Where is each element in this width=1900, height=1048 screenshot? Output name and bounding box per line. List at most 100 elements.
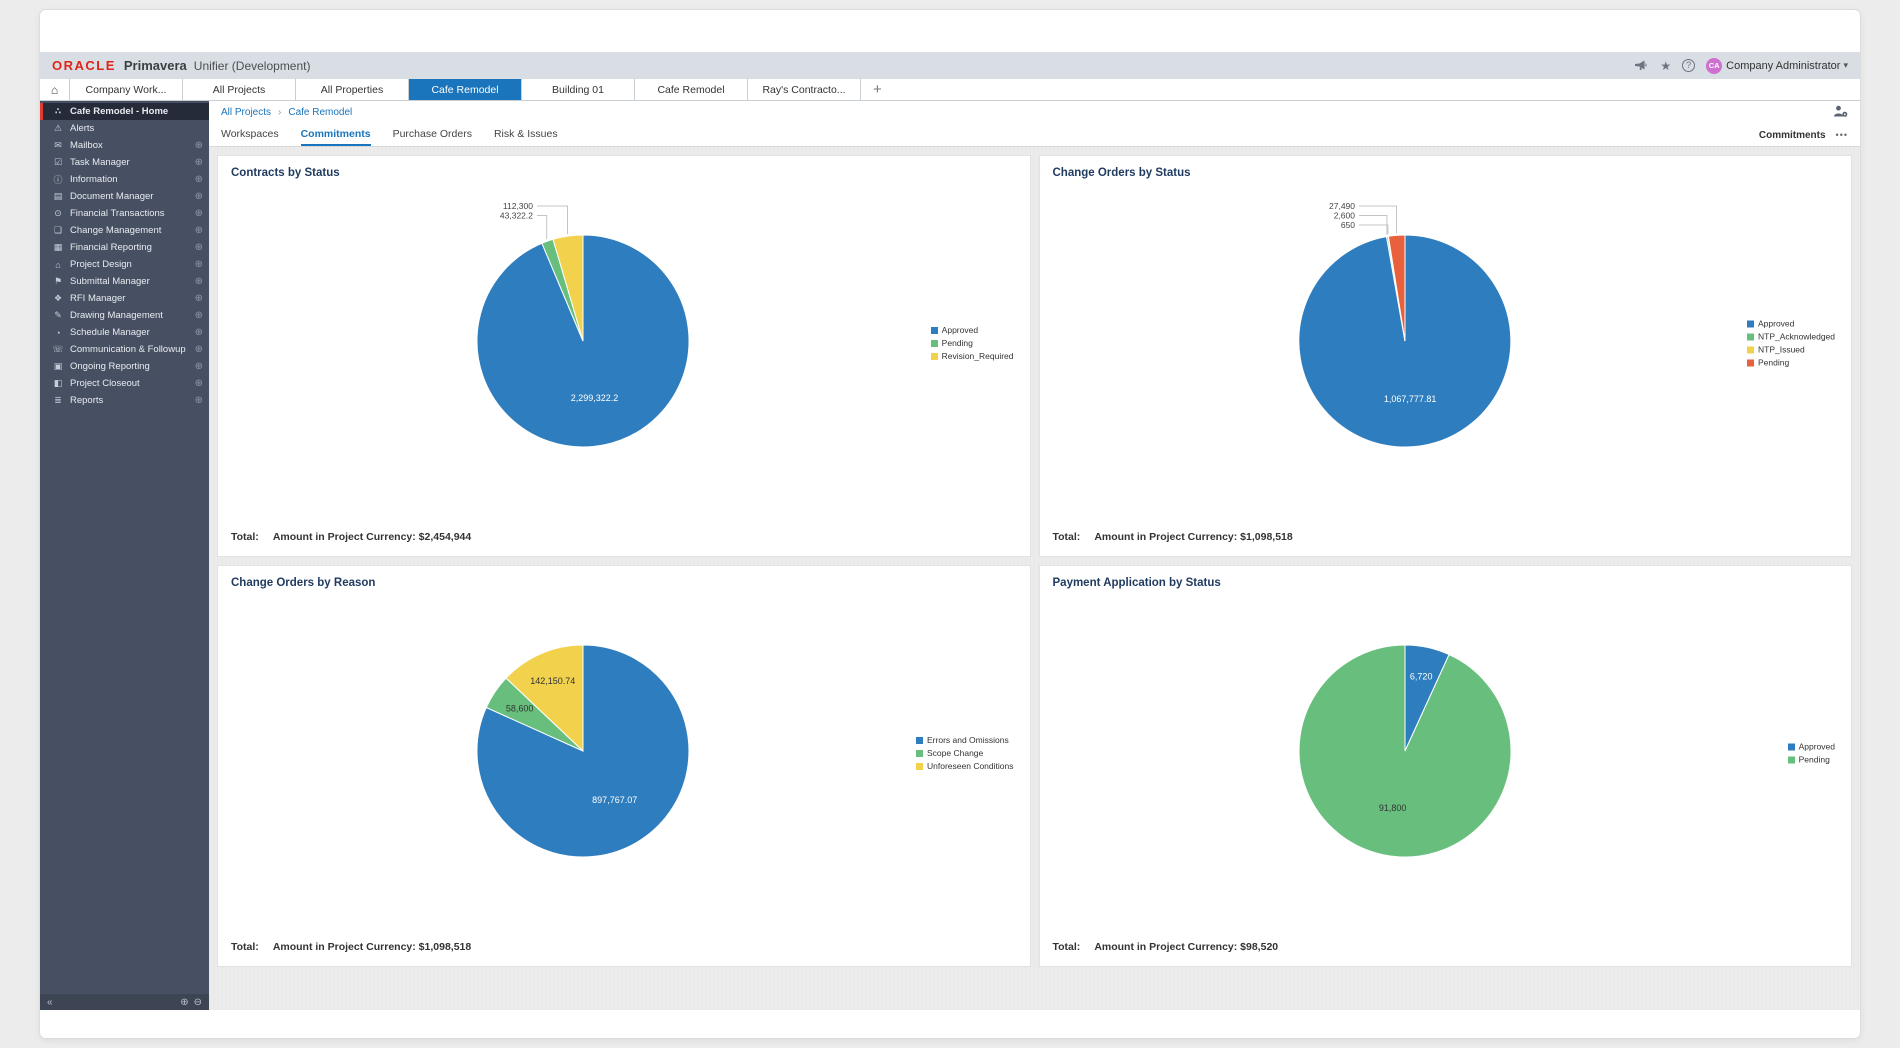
sidebar-item-task-manager[interactable]: ☑ Task Manager ⊕ [40,154,209,171]
help-icon[interactable]: ? [1682,59,1696,72]
expand-node-icon[interactable]: ⊕ [194,140,203,151]
expand-node-icon[interactable]: ⊕ [194,327,203,338]
expand-node-icon[interactable]: ⊕ [194,174,203,185]
expand-node-icon[interactable]: ⊕ [194,378,203,389]
sidebar-item-label: Task Manager [70,157,130,168]
sidebar-item-change-management[interactable]: ❏ Change Management ⊕ [40,222,209,239]
legend-item-errors-and-omissions: Errors and Omissions [916,735,1013,745]
slice-value-label: 91,800 [1378,803,1406,813]
expand-node-icon[interactable]: ⊕ [194,361,203,372]
breadcrumb-all-projects[interactable]: All Projects [221,107,272,118]
legend-item-approved: Approved [930,325,1014,335]
expand-all-icon[interactable]: ⊕ [180,996,189,1008]
legend-item-ntp-acknowledged: NTP_Acknowledged [1746,332,1835,342]
sidebar-item-label: Submittal Manager [70,276,150,287]
sidebar-item-project-closeout[interactable]: ◧ Project Closeout ⊕ [40,375,209,392]
home-tab-icon[interactable]: ⌂ [40,79,70,100]
callout-leader-line [1358,205,1397,234]
pie-slice-pending[interactable] [1298,644,1512,858]
sidebar-item-reports[interactable]: ≣ Reports ⊕ [40,392,209,409]
user-menu[interactable]: CA Company Administrator ▾ [1706,57,1848,74]
pie-slice-revision-required[interactable] [552,234,584,342]
sidebar-item-label: Alerts [70,123,95,134]
callout-leader-line [1358,224,1388,235]
sidebar-item-mailbox[interactable]: ✉ Mailbox ⊕ [40,137,209,154]
callout-leader-line [537,205,568,235]
sidebar-item-submittal-manager[interactable]: ⚑ Submittal Manager ⊕ [40,273,209,290]
sidebar-item-alerts[interactable]: ⚠ Alerts [40,120,209,137]
project-tab-cafe-remodel[interactable]: Cafe Remodel [635,79,748,100]
expand-node-icon[interactable]: ⊕ [194,242,203,253]
total-prefix: Total: [1052,531,1081,543]
tab-commitments[interactable]: Commitments [300,124,371,146]
sidebar-item-schedule-manager[interactable]: ◔ Schedule Manager ⊕ [40,324,209,341]
sidebar-items: ∴ Cafe Remodel - Home ⚠ Alerts ✉ Mailbox ⊕ ☑ Tas… [40,101,209,994]
user-settings-icon[interactable] [1833,105,1848,121]
sidebar-item-rfi-manager[interactable]: ❖ RFI Manager ⊕ [40,290,209,307]
chart-title: Change Orders by Reason [231,577,376,589]
collapse-all-icon[interactable]: ⊖ [193,996,202,1008]
expand-node-icon[interactable]: ⊕ [194,276,203,287]
avatar: CA [1706,57,1723,74]
project-tab-building-01[interactable]: Building 01 [522,79,635,100]
chart-title: Payment Application by Status [1052,577,1221,589]
sidebar-item-information[interactable]: ⓘ Information ⊕ [40,171,209,188]
legend-label: Scope Change [927,748,984,758]
star-icon[interactable]: ★ [1660,58,1672,73]
sidebar-item-label: Ongoing Reporting [70,361,150,372]
pie-chart[interactable]: 6,720 91,800 [1040,593,1800,913]
sidebar-item-communication-followup[interactable]: ☏ Communication & Followup ⊕ [40,341,209,358]
tab-purchase-orders[interactable]: Purchase Orders [392,128,472,140]
expand-node-icon[interactable]: ⊕ [194,310,203,321]
phone-icon: ☏ [52,344,64,354]
more-menu-icon[interactable]: ••• [1835,130,1848,140]
project-tab-all-projects[interactable]: All Projects [183,79,296,100]
expand-node-icon[interactable]: ⊕ [194,259,203,270]
chart-total: Total: Amount in Project Currency: $1,098… [231,941,471,953]
chart-legend: Errors and Omissions Scope Change Unforese… [916,732,1014,774]
collapse-sidebar-icon[interactable]: « [47,996,53,1008]
sidebar-item-financial-reporting[interactable]: ▦ Financial Reporting ⊕ [40,239,209,256]
legend-swatch [1746,359,1754,366]
chart-panel-change-orders-by-reason: Change Orders by Reason 897,767.07 58,600 1… [217,565,1031,967]
expand-node-icon[interactable]: ⊕ [194,157,203,168]
legend-label: Pending [1798,754,1830,765]
chart-legend: Approved Pending [1787,739,1835,768]
sidebar-item-financial-transactions[interactable]: ⊙ Financial Transactions ⊕ [40,205,209,222]
expand-node-icon[interactable]: ⊕ [194,208,203,219]
app-window: ORACLE Primavera Unifier (Development) ★… [40,10,1860,1038]
pie-slice-unforeseen-conditions[interactable] [505,644,584,753]
rfi-icon: ❖ [53,293,63,303]
sidebar: ∴ Cafe Remodel - Home ⚠ Alerts ✉ Mailbox ⊕ ☑ Tas… [40,101,209,1010]
project-tab-cafe-remodel[interactable]: Cafe Remodel [409,79,522,100]
project-tab-company-work[interactable]: Company Work... [70,79,183,100]
sidebar-item-label: Information [70,174,118,185]
sidebar-item-cafe-remodel-home[interactable]: ∴ Cafe Remodel - Home [40,103,209,120]
expand-node-icon[interactable]: ⊕ [194,293,203,304]
sidebar-item-label: Drawing Management [70,310,163,321]
sidebar-item-ongoing-reporting[interactable]: ▣ Ongoing Reporting ⊕ [40,358,209,375]
legend-item-ntp-issued: NTP_Issued [1746,345,1835,355]
sidebar-item-project-design[interactable]: ⌂ Project Design ⊕ [40,256,209,273]
task-icon: ☑ [53,157,63,167]
add-tab-button[interactable]: + [873,81,882,98]
megaphone-icon[interactable] [1635,60,1649,71]
content-area: All Projects › Cafe Remodel Workspaces Co… [209,101,1860,1010]
slice-value-label: 1,067,777.81 [1383,394,1436,404]
tab-risk-issues[interactable]: Risk & Issues [493,128,558,140]
pie-slice-pending[interactable] [1387,234,1405,342]
pie-chart[interactable]: 897,767.07 58,600 142,150.74 [218,593,978,913]
sidebar-item-label: Project Design [70,259,132,270]
breadcrumb-cafe-remodel[interactable]: Cafe Remodel [288,107,353,118]
expand-node-icon[interactable]: ⊕ [194,395,203,406]
sidebar-item-document-manager[interactable]: ▤ Document Manager ⊕ [40,188,209,205]
sidebar-item-drawing-management[interactable]: ✎ Drawing Management ⊕ [40,307,209,324]
tab-workspaces[interactable]: Workspaces [221,128,279,140]
expand-node-icon[interactable]: ⊕ [194,344,203,355]
expand-node-icon[interactable]: ⊕ [194,191,203,202]
project-tab-all-properties[interactable]: All Properties [296,79,409,100]
project-tab-ray-s-contracto[interactable]: Ray's Contracto... [748,79,861,100]
expand-node-icon[interactable]: ⊕ [194,225,203,236]
